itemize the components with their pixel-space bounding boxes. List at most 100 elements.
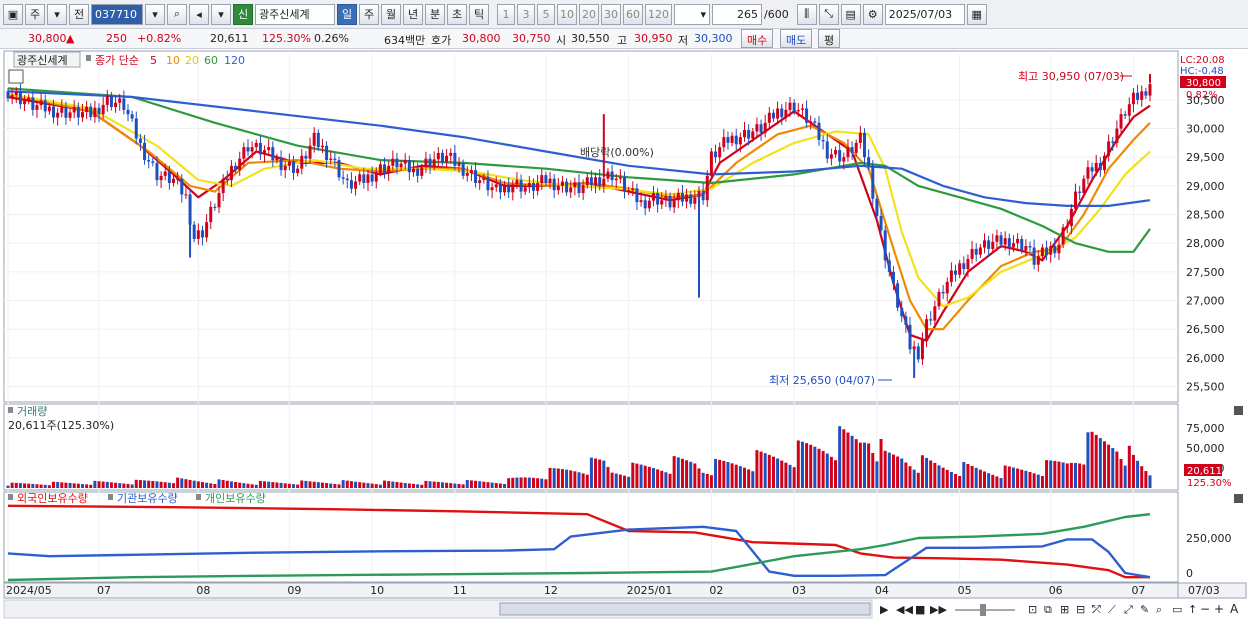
pen-icon[interactable]: ✎ xyxy=(1140,603,1149,616)
candle-body xyxy=(970,248,974,259)
candle-body xyxy=(759,124,763,133)
settings-gear-icon[interactable]: ⚙ xyxy=(862,3,883,25)
period-tab-month[interactable]: 월 xyxy=(381,3,401,25)
candle-body xyxy=(863,132,866,158)
grid-layer xyxy=(4,54,1178,582)
font-size-icon[interactable]: A xyxy=(1230,602,1239,616)
interval-button-3[interactable]: 3 xyxy=(517,3,535,25)
search-icon[interactable]: ⌕ xyxy=(167,3,187,25)
speaker-dropdown-icon[interactable]: ▾ xyxy=(211,3,231,25)
chart-type-icon[interactable]: ⊟ xyxy=(1076,603,1085,616)
period-tab-tick[interactable]: 틱 xyxy=(469,3,489,25)
candle-body xyxy=(80,112,84,118)
scroll-end-icon[interactable]: ▶▶ xyxy=(930,603,947,616)
interval-button-60[interactable]: 60 xyxy=(623,3,643,25)
volume-bar xyxy=(1136,460,1140,488)
zoom-slider-handle[interactable] xyxy=(980,604,986,616)
price-panel-title-box[interactable] xyxy=(13,51,81,68)
volume-tag-pct: 125.30% xyxy=(1187,478,1232,489)
candle-body xyxy=(639,200,643,203)
period-tab-week[interactable]: 주 xyxy=(359,3,379,25)
date-input[interactable]: 2025/07/03 xyxy=(884,3,965,25)
save-icon[interactable]: ▤ xyxy=(840,3,861,25)
volume-bar xyxy=(85,484,89,488)
candle-body xyxy=(589,177,593,186)
volume-bar xyxy=(93,480,97,488)
holdings-institution-line xyxy=(7,525,1151,579)
evaluate-button[interactable]: 평 xyxy=(818,29,841,48)
candle-body xyxy=(1107,141,1111,156)
period-tab-minute[interactable]: 분 xyxy=(425,3,445,25)
interval-button-10[interactable]: 10 xyxy=(557,3,577,25)
split-view-icon[interactable]: ⧉ xyxy=(1044,603,1052,616)
candle-body xyxy=(1053,246,1057,254)
buy-button[interactable]: 매수 xyxy=(741,29,774,48)
price-panel-title: 광주신세계 xyxy=(17,54,68,67)
candle-body xyxy=(933,306,937,321)
prev-button[interactable]: 전 xyxy=(69,3,89,25)
calendar-icon[interactable]: ▦ xyxy=(966,3,987,25)
calculator-icon[interactable] xyxy=(8,69,24,84)
volume-bar xyxy=(614,473,618,488)
candle-body xyxy=(614,178,618,181)
period-dropdown-icon[interactable]: ▾ xyxy=(47,3,67,25)
holdings-close-icon[interactable] xyxy=(1234,494,1243,503)
scrollbar-thumb[interactable] xyxy=(499,602,871,616)
data-count-input[interactable]: 265 xyxy=(712,3,762,25)
interval-button-30[interactable]: 30 xyxy=(601,3,621,25)
volume-bar xyxy=(643,465,647,488)
zoom-in-icon[interactable]: + xyxy=(1214,602,1224,616)
scroll-right-icon[interactable]: ▶ xyxy=(880,603,889,616)
zoom-out-icon[interactable]: − xyxy=(1200,602,1210,616)
candle-type-icon[interactable]: ⫼ xyxy=(796,3,817,25)
candle-body xyxy=(747,129,751,139)
volume-bar xyxy=(846,432,850,488)
period-prefix-button[interactable]: 주 xyxy=(25,3,45,25)
volume-close-icon[interactable] xyxy=(1234,406,1243,415)
zoom-fit-icon[interactable]: ⊡ xyxy=(1028,603,1037,616)
interval-select[interactable]: ▾ xyxy=(674,3,710,25)
volume-bar xyxy=(780,460,784,488)
layout-icon[interactable]: ▣ xyxy=(3,3,23,25)
ruler-icon[interactable]: ⤢ xyxy=(1124,603,1133,616)
interval-button-1[interactable]: 1 xyxy=(497,3,515,25)
frame-icon[interactable]: ▭ xyxy=(1172,603,1182,616)
volume-bar xyxy=(718,459,722,488)
speaker-icon[interactable]: ◂ xyxy=(189,3,209,25)
legend-marker-icon xyxy=(86,55,91,61)
volume-bar xyxy=(300,480,304,488)
stop-icon[interactable]: ■ xyxy=(915,603,925,616)
candle-body xyxy=(556,185,560,191)
volume-bar xyxy=(35,484,39,488)
interval-button-5[interactable]: 5 xyxy=(537,3,555,25)
candle-body xyxy=(370,174,374,182)
volume-bar xyxy=(598,459,602,488)
volume-bar xyxy=(697,468,701,488)
trend-tool-icon[interactable]: ⟋ xyxy=(1108,603,1116,616)
interval-button-20[interactable]: 20 xyxy=(579,3,599,25)
candle-body xyxy=(689,194,693,204)
draw-tool-icon[interactable]: ⤡ xyxy=(818,3,839,25)
period-tab-year[interactable]: 년 xyxy=(403,3,423,25)
stock-code-input[interactable]: 037710 xyxy=(91,3,143,25)
volume-bar xyxy=(138,480,142,488)
interval-button-120[interactable]: 120 xyxy=(645,3,672,25)
volume-bar xyxy=(805,443,809,488)
volume-bar xyxy=(1028,472,1032,488)
magnifier-icon[interactable]: ⌕ xyxy=(1156,603,1162,616)
scroll-begin-icon[interactable]: ◀◀ xyxy=(896,603,913,616)
volume-bar xyxy=(105,481,109,488)
period-tab-second[interactable]: 초 xyxy=(447,3,467,25)
layout-grid-icon[interactable]: ⊞ xyxy=(1060,603,1069,616)
candle-body xyxy=(64,107,68,118)
volume-bar xyxy=(722,460,726,488)
candle-body xyxy=(858,132,862,143)
period-tab-day[interactable]: 일 xyxy=(337,3,357,25)
candle-body xyxy=(1003,238,1007,245)
chart-svg[interactable]: 25,500 26,000 26,500 27,000 27,500 28,000 28,5… xyxy=(0,50,1248,621)
arrow-up-icon[interactable]: ↑ xyxy=(1188,603,1197,616)
candle-body xyxy=(486,177,490,191)
sell-button[interactable]: 매도 xyxy=(780,29,813,48)
crosshair-icon[interactable]: ⤱ xyxy=(1091,603,1101,616)
code-dropdown-icon[interactable]: ▾ xyxy=(145,3,165,25)
